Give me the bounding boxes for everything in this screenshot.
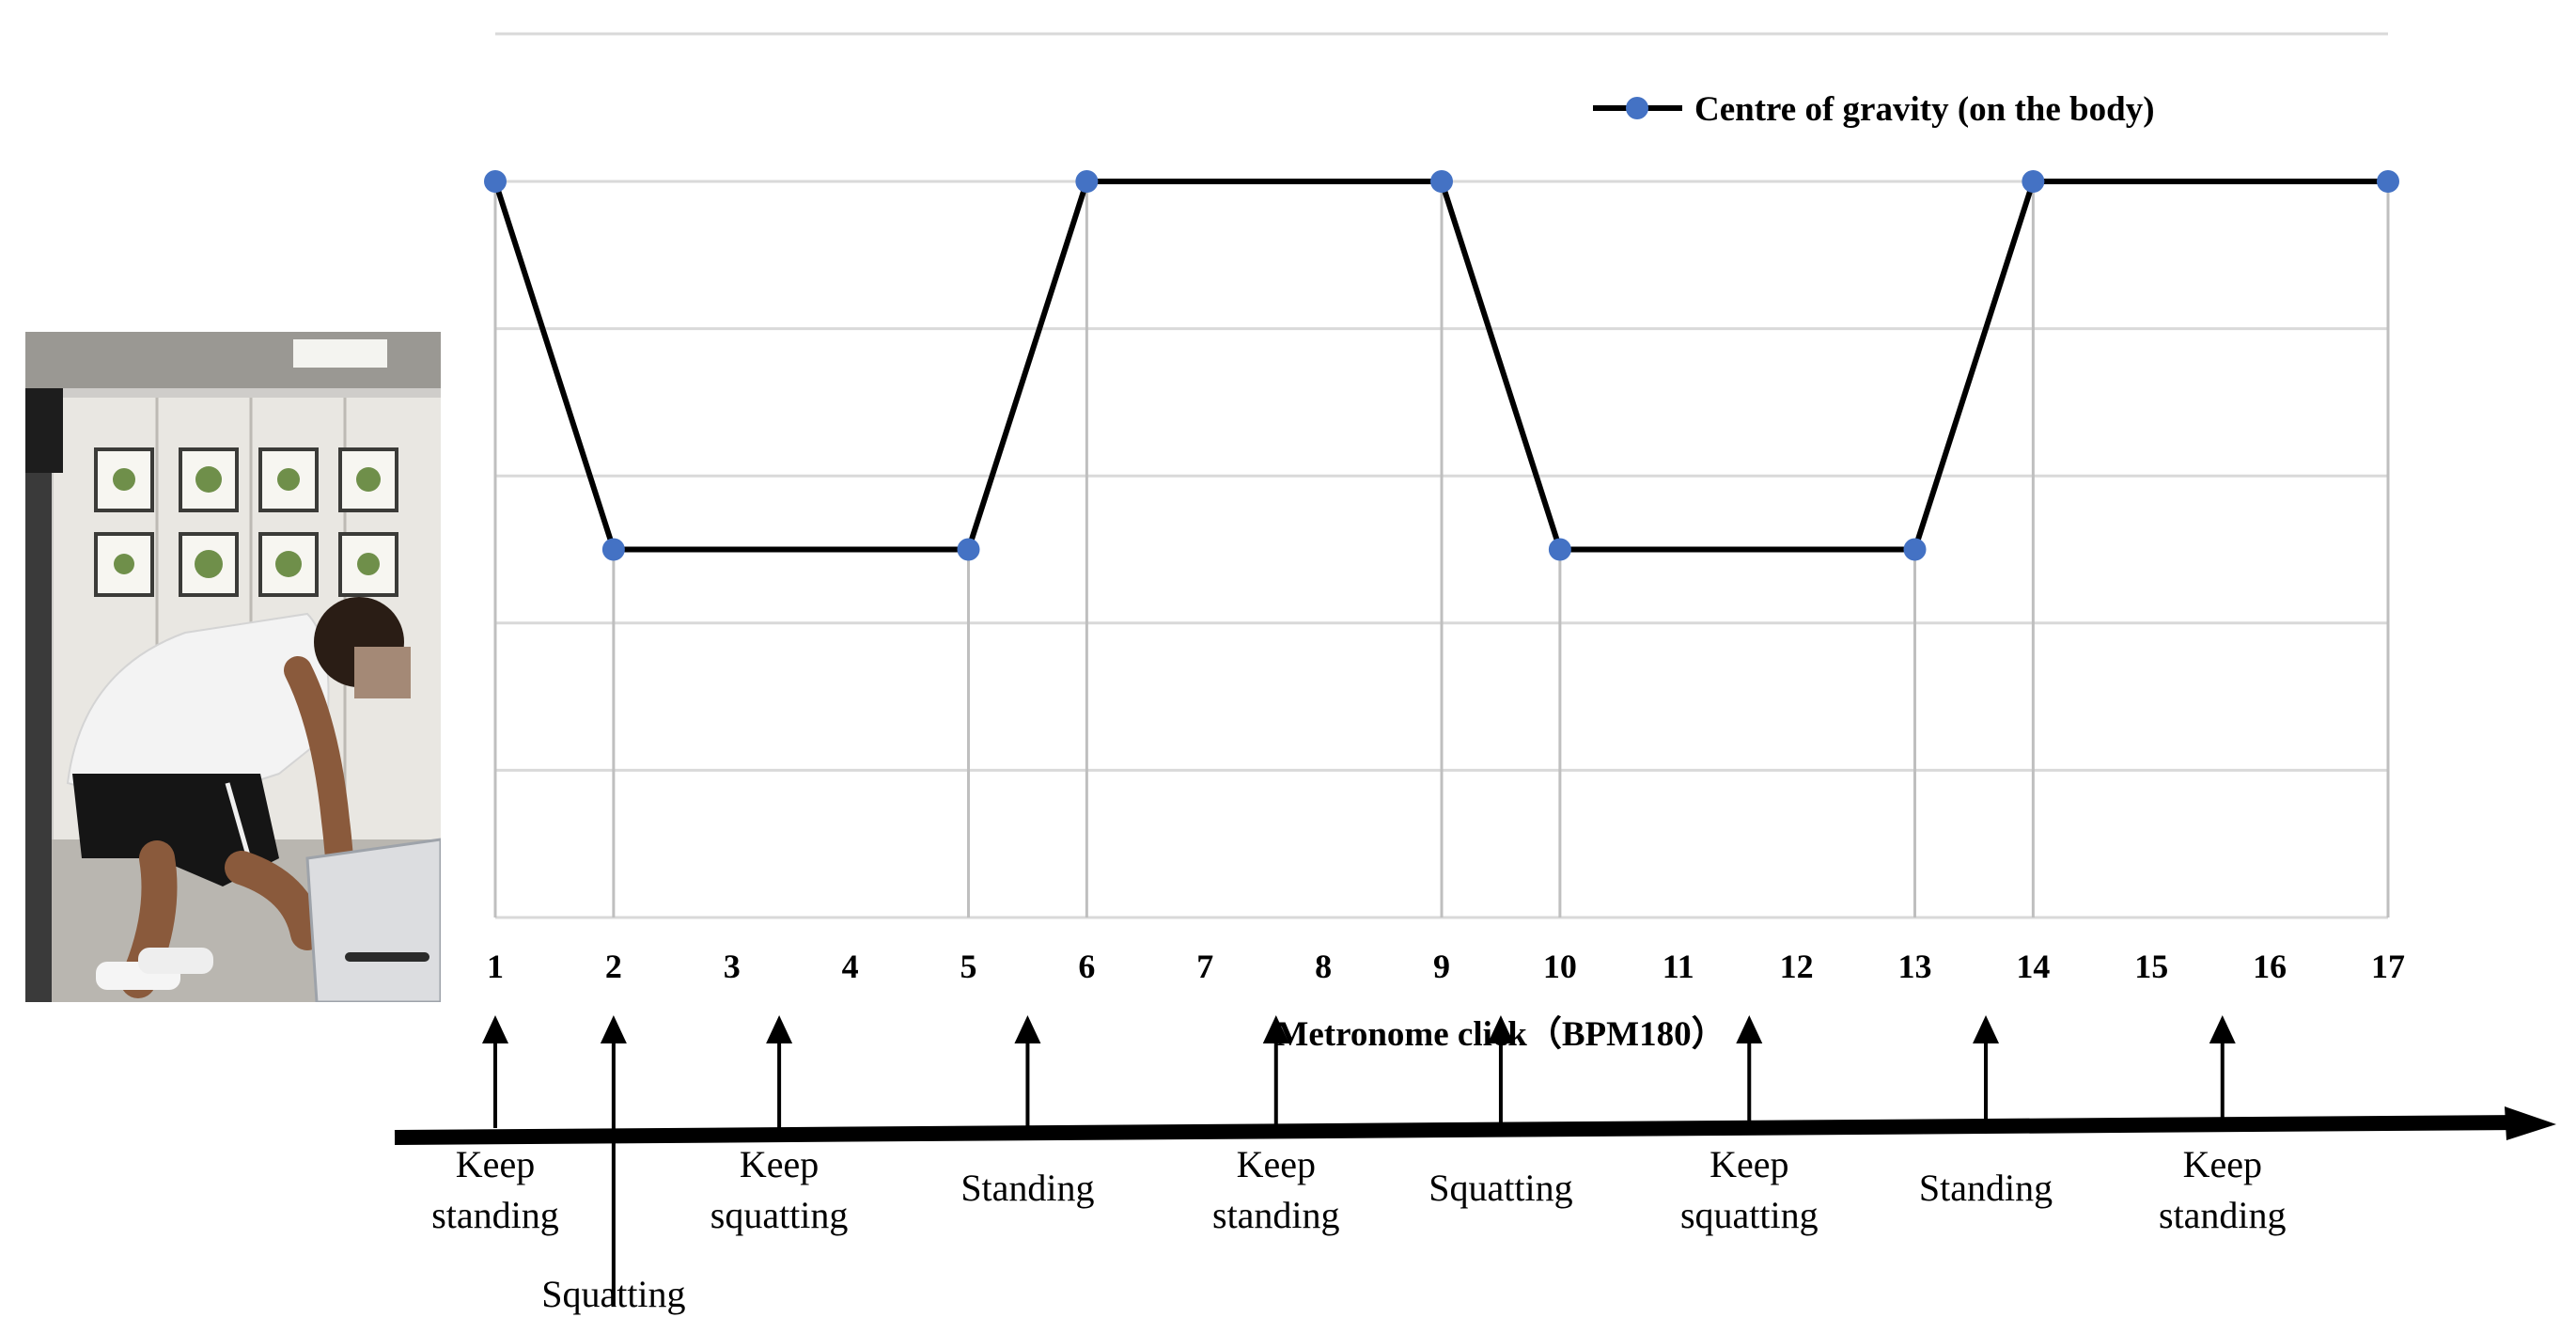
event-label: Squatting <box>541 1273 685 1315</box>
event-label: standing <box>431 1194 559 1236</box>
event-arrowhead <box>1736 1015 1763 1043</box>
event-arrowhead <box>1014 1015 1041 1043</box>
event-label: standing <box>1212 1194 1340 1236</box>
event-arrowhead <box>1973 1015 2000 1043</box>
data-point <box>1548 538 1571 561</box>
x-tick-label: 17 <box>2371 948 2405 985</box>
x-tick-label: 8 <box>1315 948 1332 985</box>
event-label: Standing <box>960 1167 1094 1209</box>
x-tick-label: 11 <box>1663 948 1694 985</box>
event-label: Keep <box>456 1143 535 1185</box>
event-label: standing <box>2159 1194 2287 1236</box>
event-arrowhead <box>600 1015 627 1043</box>
photo-illustration <box>25 332 441 1002</box>
legend-label: Centre of gravity (on the body) <box>1694 90 2155 129</box>
x-tick-label: 9 <box>1433 948 1450 985</box>
series-group <box>484 170 2399 561</box>
x-tick-label: 12 <box>1780 948 1814 985</box>
legend-marker-swatch <box>1626 97 1648 119</box>
x-tick-label: 4 <box>842 948 859 985</box>
x-tick-label: 5 <box>960 948 977 985</box>
event-label: Keep <box>1237 1143 1316 1185</box>
data-point <box>601 538 625 561</box>
data-point <box>484 170 507 193</box>
event-arrowhead <box>1262 1015 1289 1043</box>
data-point <box>1903 538 1927 561</box>
x-tick-label: 10 <box>1543 948 1577 985</box>
event-arrowhead <box>1487 1015 1514 1043</box>
event-label: Keep <box>2183 1143 2262 1185</box>
event-label: squatting <box>1680 1194 1819 1236</box>
timeline-axis <box>394 1115 2520 1145</box>
x-tick-label: 14 <box>2016 948 2050 985</box>
event-label: Standing <box>1919 1167 2053 1209</box>
x-tick-label: 6 <box>1078 948 1095 985</box>
grid-lines <box>493 32 2390 919</box>
x-tick-label: 3 <box>724 948 741 985</box>
data-point <box>1430 170 1453 193</box>
data-point <box>2022 170 2045 193</box>
event-label: squatting <box>710 1194 849 1236</box>
x-tick-label: 16 <box>2253 948 2287 985</box>
event-arrowhead <box>482 1015 508 1043</box>
event-label: Keep <box>1710 1143 1788 1185</box>
data-point <box>1075 170 1099 193</box>
timeline: Keep standing Squatting Keep squatting Standi… <box>394 1015 2556 1315</box>
x-tick-label: 15 <box>2134 948 2168 985</box>
x-tick-label: 13 <box>1898 948 1932 985</box>
data-point <box>2377 170 2399 193</box>
x-tick-label: 1 <box>487 948 504 985</box>
event-label: Keep <box>740 1143 819 1185</box>
legend: Centre of gravity (on the body) <box>1593 90 2155 129</box>
timeline-arrowhead <box>2505 1106 2556 1140</box>
event-arrowhead <box>2209 1015 2236 1043</box>
x-tick-label: 2 <box>605 948 622 985</box>
event-label: Squatting <box>1429 1167 1572 1209</box>
x-tick-label: 7 <box>1196 948 1213 985</box>
x-tick-labels: 1 2 3 4 5 6 7 8 9 10 11 12 13 14 15 16 17 <box>487 948 2405 985</box>
data-point <box>957 538 980 561</box>
event-arrowhead <box>766 1015 793 1043</box>
person-squatting-photo <box>25 332 441 1002</box>
